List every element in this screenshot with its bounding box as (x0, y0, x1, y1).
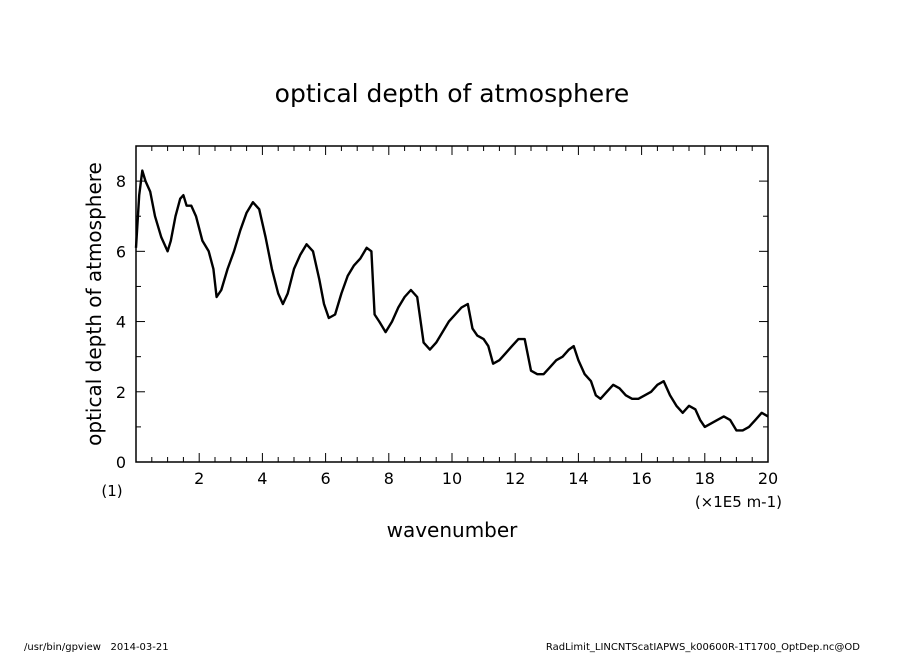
x-tick-label: 10 (442, 469, 462, 488)
plot-border (135, 145, 769, 463)
x-tick-label: 8 (384, 469, 394, 488)
y-tick-label: 0 (116, 453, 126, 472)
y-tick-label: 6 (116, 242, 126, 261)
y-tick-label: 8 (116, 172, 126, 191)
footer-right: RadLimit_LINCNTScatIAPWS_k00600R-1T1700_… (545, 642, 860, 653)
y-axis-label: optical depth of atmosphere (82, 162, 106, 446)
x-tick-label: 12 (505, 469, 525, 488)
x-tick-label: 4 (257, 469, 267, 488)
x-tick-label: 16 (631, 469, 651, 488)
x-tick-label: 20 (758, 469, 778, 488)
series-group (134, 169, 769, 432)
plot-frame (135, 145, 769, 463)
x-unit-label: (×1E5 m-1) (695, 493, 782, 511)
x-tick-label: 14 (568, 469, 588, 488)
footer-left: /usr/bin/gpview 2014-03-21 (24, 642, 169, 653)
y-axis: 0 2 4 6 8 (116, 145, 768, 472)
x-tick-label: 6 (321, 469, 331, 488)
series-line (134, 169, 769, 432)
x-tick-label: 2 (194, 469, 204, 488)
x-axis-label: wavenumber (387, 518, 519, 542)
y-tick-label: 4 (116, 313, 126, 332)
x-tick-label: 18 (695, 469, 715, 488)
y-unit-label: (1) (101, 482, 122, 500)
y-tick-label: 2 (116, 383, 126, 402)
chart-title: optical depth of atmosphere (275, 79, 630, 108)
x-axis: 2 4 6 8 10 12 14 16 18 20 (135, 146, 778, 488)
